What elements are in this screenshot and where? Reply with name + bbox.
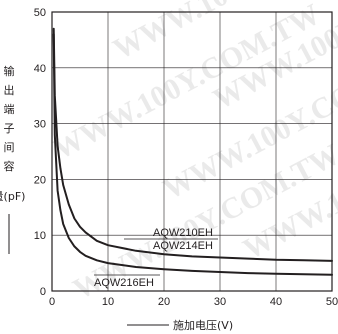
x-tick-label-2: 20: [158, 296, 170, 308]
y-tick-label-0: 0: [40, 286, 46, 298]
y-axis-label-char-1: 出: [4, 83, 15, 97]
y-axis-label-unit: 量(pF): [0, 190, 25, 203]
plot-frame: [51, 11, 333, 292]
x-axis-ticks: 0 10 20 30 40 50: [49, 296, 338, 308]
series-line-1: [52, 33, 333, 276]
x-tick-label-4: 40: [270, 296, 282, 308]
x-axis-label: 施加电压(V): [173, 319, 233, 332]
x-tick-label-5: 50: [326, 296, 338, 308]
y-axis-label-char-5: 容: [4, 159, 15, 173]
label-aqw214eh: AQW214EH: [153, 240, 213, 252]
y-axis-label-char-0: 输: [4, 64, 15, 78]
series-line-0: [52, 27, 333, 262]
label-aqw216eh: AQW216EH: [94, 277, 154, 289]
y-tick-label-3: 30: [34, 119, 46, 131]
watermark-layer: WWW.100Y.COM.TWWWW.100Y.COM.TWWWW.100Y.C…: [48, 0, 338, 306]
y-tick-label-2: 20: [34, 174, 46, 186]
y-axis-ticks: 0 10 20 30 40 50: [34, 7, 46, 298]
grid-lines: [52, 12, 332, 291]
x-tick-label-1: 10: [102, 296, 114, 308]
y-axis-label: 输出端子间容量(pF): [0, 64, 25, 203]
x-tick-label-3: 30: [214, 296, 226, 308]
y-tick-label-4: 40: [34, 63, 46, 75]
y-axis-label-char-2: 端: [4, 103, 15, 116]
label-aqw210eh: AQW210EH: [153, 227, 213, 239]
y-tick-label-5: 50: [34, 7, 46, 19]
y-tick-label-1: 10: [34, 230, 46, 242]
y-axis-label-char-4: 间: [4, 141, 15, 154]
series-layer: [52, 27, 333, 276]
y-axis-label-char-3: 子: [4, 122, 15, 135]
x-tick-label-0: 0: [49, 296, 55, 308]
